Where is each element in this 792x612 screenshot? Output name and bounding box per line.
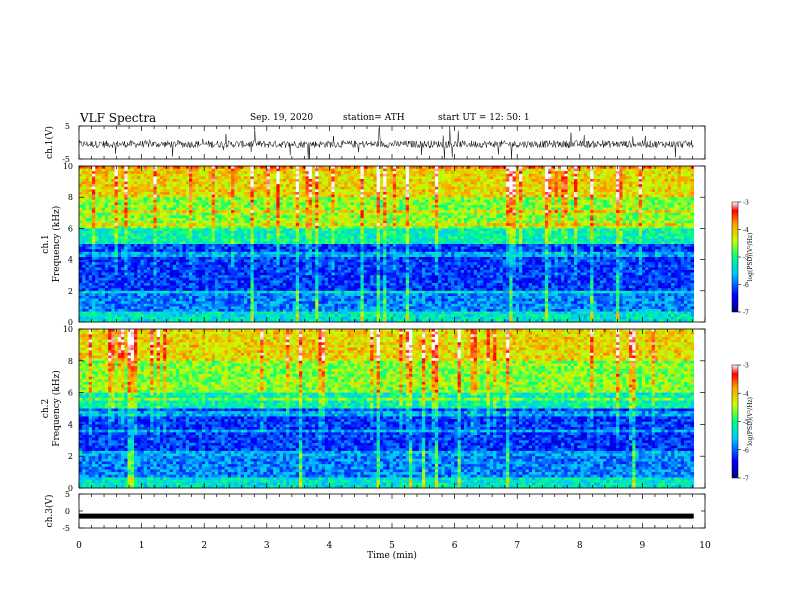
x-tick-label-10: 10	[699, 541, 711, 551]
x-tick-label-3: 3	[264, 541, 270, 551]
colorbar-1	[732, 202, 738, 312]
spectrogram-1	[79, 166, 694, 322]
vlf-figure: 5-5ch.1(V)0246810ch.1 Frequency (kHz)-3-4…	[0, 0, 792, 612]
colorbar-2	[732, 365, 738, 478]
x-tick-label-0: 0	[76, 541, 82, 551]
ch1-trace	[79, 126, 693, 159]
frequency-label-1: Frequency (kHz)	[51, 206, 62, 283]
freq-tick-label-1-5: 10	[63, 162, 73, 171]
x-tick-label-4: 4	[327, 541, 333, 551]
x-tick-label-2: 2	[201, 541, 207, 551]
freq-tick-label-2-5: 10	[63, 325, 73, 334]
colorbar-tick-label-2-3: -6	[743, 447, 749, 454]
x-tick-label-7: 7	[514, 541, 520, 551]
colorbar-tick-label-2-4: -7	[743, 476, 749, 483]
freq-tick-label-2-1: 2	[68, 452, 73, 461]
y-axis-label-3: ch.3(V)	[44, 495, 55, 528]
x-tick-label-6: 6	[452, 541, 458, 551]
freq-tick-label-1-4: 8	[68, 193, 73, 202]
colorbar-tick-label-1-4: -7	[743, 310, 749, 317]
colorbar-tick-label-2-0: -3	[743, 363, 749, 370]
channel-label-1: ch.1	[41, 234, 51, 253]
colorbar-label-2: log(PSD)(V²/Hz)	[747, 397, 754, 446]
channel-label-2: ch.2	[41, 399, 51, 418]
ch3-trace	[79, 514, 694, 519]
y-tick-label-0-0: 5	[65, 122, 70, 131]
freq-tick-label-2-4: 8	[68, 357, 73, 366]
freq-tick-label-2-3: 6	[68, 389, 73, 398]
x-tick-label-5: 5	[389, 541, 395, 551]
freq-tick-label-1-3: 6	[68, 224, 73, 233]
freq-tick-label-1-2: 4	[68, 256, 73, 265]
x-axis-label: Time (min)	[367, 550, 417, 561]
freq-tick-label-1-1: 2	[68, 287, 73, 296]
y-tick-label-3-1: 0	[65, 507, 70, 516]
colorbar-tick-label-1-0: -3	[743, 200, 749, 207]
panel-frame-3	[79, 494, 705, 528]
y-axis-label-0: ch.1(V)	[44, 126, 55, 159]
x-tick-label-1: 1	[139, 541, 145, 551]
x-tick-label-9: 9	[640, 541, 646, 551]
colorbar-tick-label-1-3: -6	[743, 282, 749, 289]
spectrogram-2	[79, 329, 694, 488]
y-tick-label-3-2: -5	[62, 524, 70, 533]
freq-tick-label-2-2: 4	[68, 420, 73, 429]
y-tick-label-3-0: 5	[65, 490, 70, 499]
colorbar-tick-label-2-1: -4	[743, 391, 749, 398]
colorbar-label-1: log(PSD)(V²/Hz)	[747, 233, 754, 282]
frequency-label-2: Frequency (kHz)	[51, 370, 62, 447]
x-tick-label-8: 8	[577, 541, 583, 551]
